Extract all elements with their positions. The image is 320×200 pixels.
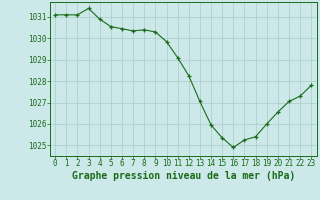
X-axis label: Graphe pression niveau de la mer (hPa): Graphe pression niveau de la mer (hPa) bbox=[72, 171, 295, 181]
